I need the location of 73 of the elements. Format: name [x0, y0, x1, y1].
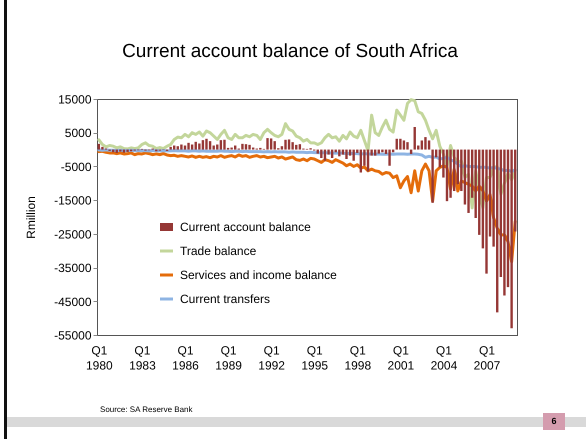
bar — [270, 138, 272, 150]
y-tick-label: -35000 — [54, 261, 92, 276]
x-tick-label: Q1 2007 — [474, 344, 501, 372]
bar — [98, 144, 100, 150]
bar — [420, 140, 424, 150]
bar — [176, 146, 179, 150]
y-tick-label: -5000 — [60, 160, 92, 174]
y-tick-label: 15000 — [58, 92, 92, 106]
x-tick-label: Q1 2001 — [388, 344, 415, 372]
bar — [169, 146, 172, 150]
x-tick-label: Q1 1998 — [344, 344, 372, 372]
x-tick-label: Q1 1986 — [172, 344, 200, 372]
bar — [352, 150, 355, 161]
y-tick-label: -45000 — [54, 294, 92, 309]
bar — [116, 150, 118, 153]
bar — [320, 150, 323, 158]
x-tick-label: Q1 1983 — [129, 344, 156, 372]
bar — [402, 140, 406, 150]
x-tick-label: Q1 1995 — [301, 344, 328, 372]
bar — [180, 144, 183, 150]
bar — [396, 138, 398, 150]
y-tick-label: -15000 — [54, 194, 92, 208]
bar — [503, 150, 506, 296]
bar — [291, 142, 294, 150]
bar — [202, 140, 204, 150]
bar — [330, 150, 334, 158]
bar — [410, 150, 412, 154]
bar — [496, 150, 498, 312]
bar — [449, 150, 452, 198]
bar — [338, 150, 341, 156]
bar — [381, 150, 384, 152]
bar — [298, 144, 302, 150]
legend-label: Services and income balance — [180, 268, 338, 282]
bar — [274, 141, 276, 150]
bar — [194, 142, 197, 150]
bar — [295, 144, 298, 150]
y-tick-label: 5000 — [64, 126, 92, 140]
bar — [198, 144, 201, 150]
bar — [324, 150, 326, 161]
bar — [414, 126, 416, 150]
bar — [288, 139, 290, 150]
y-tick-label: -25000 — [54, 227, 92, 242]
bar — [316, 150, 319, 154]
bar — [374, 150, 376, 156]
legend-label: Trade balance — [180, 244, 257, 258]
bar — [510, 150, 513, 328]
bar — [428, 140, 430, 150]
bar — [342, 150, 344, 155]
bar — [190, 144, 194, 150]
bar — [388, 150, 391, 166]
y-axis-title: Rmillion — [24, 196, 38, 239]
legend-label: Current transfers — [180, 292, 270, 306]
bar — [399, 138, 402, 150]
bar — [220, 140, 222, 150]
text: 6 — [543, 413, 565, 430]
chart-title: Current account balance of South Africa — [122, 41, 458, 62]
bar — [378, 150, 380, 154]
source-note: Source: SA Reserve Bank — [100, 405, 192, 414]
x-tick-label: Q1 1992 — [258, 344, 286, 372]
bar — [248, 144, 251, 150]
bar — [112, 150, 114, 152]
legend-label: Current account balance — [180, 220, 312, 234]
bar — [241, 144, 244, 150]
y-tick-label: -55000 — [54, 328, 92, 342]
bar — [208, 141, 212, 150]
bar — [360, 150, 362, 172]
bar — [431, 150, 434, 203]
x-tick-label: Q1 2004 — [430, 344, 458, 372]
bar — [234, 146, 236, 150]
bar — [101, 146, 104, 150]
bar — [173, 146, 176, 150]
x-tick-label: Q1 1980 — [86, 344, 114, 372]
x-tick-label: Q1 1989 — [215, 344, 242, 372]
